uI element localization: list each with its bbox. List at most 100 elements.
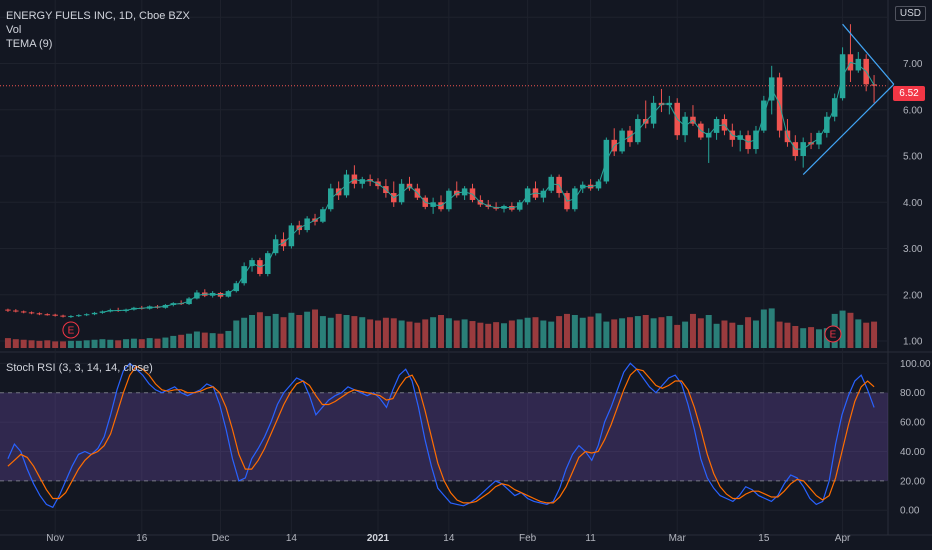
volume-bar [75, 340, 82, 348]
volume-bar [524, 317, 531, 348]
volume-bar [343, 315, 350, 348]
tema-line [102, 61, 875, 313]
earnings-marker-label: E [830, 330, 837, 341]
time-tick-label: 15 [758, 533, 770, 544]
volume-bar [713, 323, 720, 348]
volume-bar [485, 323, 492, 348]
volume-bar [815, 329, 822, 348]
volume-bar [367, 319, 374, 348]
last-price-tag: 6.52 [893, 86, 925, 101]
time-tick-label: 14 [443, 533, 455, 544]
volume-bar [784, 322, 791, 348]
currency-button[interactable]: USD [894, 6, 926, 21]
stoch-d-line [7, 365, 875, 504]
volume-bar [130, 338, 137, 348]
time-tick-label: Feb [519, 533, 537, 544]
time-tick-label: 11 [585, 533, 596, 544]
volume-bar [162, 337, 169, 348]
volume-bar [351, 316, 358, 348]
volume-bar [359, 317, 366, 348]
volume-bar [634, 316, 641, 348]
vol-legend[interactable]: Vol [6, 24, 22, 36]
volume-bar [170, 335, 177, 348]
volume-bar [508, 320, 515, 348]
volume-bar [847, 312, 854, 348]
volume-bar [642, 315, 649, 348]
volume-bar [721, 320, 728, 348]
volume-bar [705, 315, 712, 348]
price-tick-label: 5.00 [903, 152, 923, 163]
price-tick-label: 1.00 [903, 337, 923, 348]
stoch-legend[interactable]: Stoch RSI (3, 3, 14, 14, close) [6, 362, 153, 374]
candle-body [76, 315, 82, 317]
volume-bar [800, 328, 807, 348]
earnings-marker [824, 325, 842, 343]
volume-bar [99, 339, 106, 348]
volume-bar [619, 318, 626, 348]
volume-bar [626, 317, 633, 348]
volume-bar [382, 317, 389, 348]
volume-bar [272, 313, 279, 348]
earnings-marker [62, 321, 80, 339]
volume-bar [768, 308, 775, 348]
volume-bar [548, 321, 555, 348]
volume-bar [209, 333, 216, 348]
triangle-drawing[interactable] [802, 23, 895, 175]
volume-bar [44, 340, 51, 348]
volume-bar [650, 318, 657, 348]
volume-bar [256, 312, 263, 348]
volume-bar [335, 313, 342, 348]
volume-bar [123, 339, 130, 348]
candle-body [20, 311, 27, 313]
volume-bar [587, 316, 594, 348]
volume-bar [146, 338, 153, 348]
symbol-title[interactable]: ENERGY FUELS INC, 1D, Cboe BZX [6, 10, 190, 22]
volume-bar [737, 324, 744, 348]
time-tick-label: Dec [212, 533, 230, 544]
volume-bar [776, 321, 783, 348]
volume-bar [839, 310, 846, 348]
time-tick-label: Nov [46, 533, 64, 544]
volume-bar [871, 321, 878, 348]
volume-bar [115, 340, 122, 348]
volume-bar [438, 315, 444, 348]
volume-bar [20, 339, 27, 348]
volume-bar [808, 327, 815, 348]
volume-bar [52, 341, 59, 348]
candle-body [28, 312, 35, 314]
tema-legend[interactable]: TEMA (9) [6, 38, 53, 50]
candle-body [52, 314, 58, 316]
volume-bar [406, 321, 413, 348]
volume-bar [249, 315, 256, 348]
volume-bar [201, 332, 208, 348]
volume-bar [571, 315, 578, 348]
earnings-marker-label: E [68, 326, 75, 337]
volume-bar [264, 316, 271, 348]
volume-bar [453, 320, 460, 348]
volume-bar [689, 313, 696, 348]
triangle-lower-line [802, 83, 895, 175]
volume-bar [563, 313, 570, 348]
stoch-band-fill [0, 392, 888, 481]
volume-bar [752, 320, 759, 348]
volume-bar [4, 338, 11, 348]
volume-bar [398, 320, 405, 348]
volume-bar [91, 339, 98, 348]
volume-bar [233, 320, 240, 348]
candle-body [36, 313, 43, 315]
volume-bar [611, 319, 618, 348]
volume-bar [516, 319, 523, 348]
stoch-k-line [7, 362, 875, 509]
candle-body [44, 314, 51, 316]
volume-bar [107, 339, 114, 348]
candle-body [5, 309, 11, 311]
price-tick-label: 4.00 [903, 198, 923, 209]
volume-bar [579, 317, 586, 348]
volume-bar [477, 322, 484, 348]
volume-bar [60, 341, 67, 348]
volume-bar [855, 319, 862, 348]
volume-bar [863, 322, 870, 348]
triangle-upper-line [842, 23, 895, 85]
